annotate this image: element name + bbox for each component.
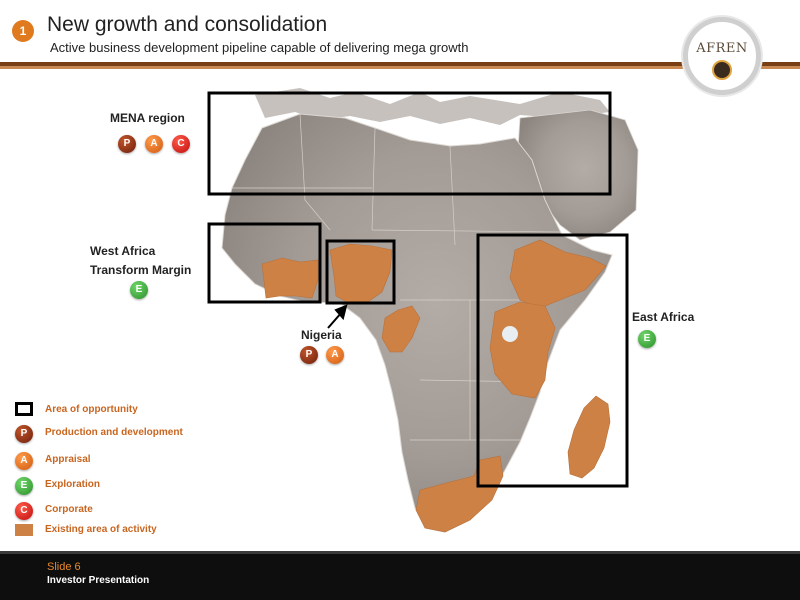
existing-activity-areas (261, 239, 611, 533)
activity-ethiopia-somalia (509, 239, 607, 309)
west-africa-label-line2: Transform Margin (90, 263, 192, 277)
opportunity-box-west-africa (207, 222, 322, 304)
slide-header: 1 New growth and consolidation Active bu… (0, 0, 800, 62)
legend-label-corporate: Corporate (45, 504, 93, 515)
opportunity-box-mena (207, 91, 612, 196)
east-africa-label: East Africa (632, 310, 695, 324)
production-badge-icon: P (15, 425, 33, 443)
west-africa-exploration-badge: E (130, 281, 148, 299)
legend-label-opportunity: Area of opportunity (45, 404, 138, 415)
west-africa-label-line1: West Africa (90, 244, 156, 258)
nigeria-arrow (327, 304, 348, 329)
mena-region-label: MENA region (110, 111, 185, 125)
slide-subtitle: Active business development pipeline cap… (50, 40, 469, 55)
slide-number: Slide 6 (47, 561, 81, 573)
exploration-badge-icon: E (15, 477, 33, 495)
slide-title: New growth and consolidation (47, 13, 328, 36)
activity-madagascar (567, 395, 611, 479)
oil-drop-icon (712, 60, 732, 80)
east-africa-exploration-badge: E (638, 330, 656, 348)
legend-label-appraisal: Appraisal (45, 454, 91, 465)
nigeria-label: Nigeria (301, 328, 342, 342)
activity-cote-divoire-ghana (261, 257, 319, 299)
legend-label-existing-activity: Existing area of activity (45, 524, 157, 535)
slide-footer: Slide 6 Investor Presentation (0, 551, 800, 600)
appraisal-badge-icon: A (15, 452, 33, 470)
europe-landmass (255, 88, 610, 125)
mena-corporate-badge: C (172, 135, 190, 153)
legend-label-exploration: Exploration (45, 479, 101, 490)
activity-south-africa (415, 455, 504, 533)
footer-top-rule (0, 551, 800, 554)
header-rule-light (0, 66, 800, 69)
footer-label: Investor Presentation (47, 575, 150, 586)
mena-appraisal-badge: A (145, 135, 163, 153)
opportunity-box-nigeria (325, 239, 396, 305)
activity-nigeria (329, 243, 393, 305)
section-number-badge: 1 (12, 20, 34, 42)
existing-activity-swatch (15, 524, 33, 536)
opportunity-box-icon (15, 402, 33, 416)
lake-victoria (502, 326, 518, 342)
opportunity-box-east-africa (476, 233, 629, 488)
nigeria-appraisal-badge: A (326, 346, 344, 364)
company-logo: AFREN (683, 17, 761, 95)
opportunity-boxes (207, 91, 629, 488)
activity-east-africa-rift (489, 301, 556, 399)
activity-gabon-congo (381, 305, 421, 353)
logo-text: AFREN (696, 41, 748, 56)
mena-production-badge: P (118, 135, 136, 153)
header-rule (0, 62, 800, 66)
corporate-badge-icon: C (15, 502, 33, 520)
legend-label-production: Production and development (45, 427, 183, 438)
nigeria-production-badge: P (300, 346, 318, 364)
